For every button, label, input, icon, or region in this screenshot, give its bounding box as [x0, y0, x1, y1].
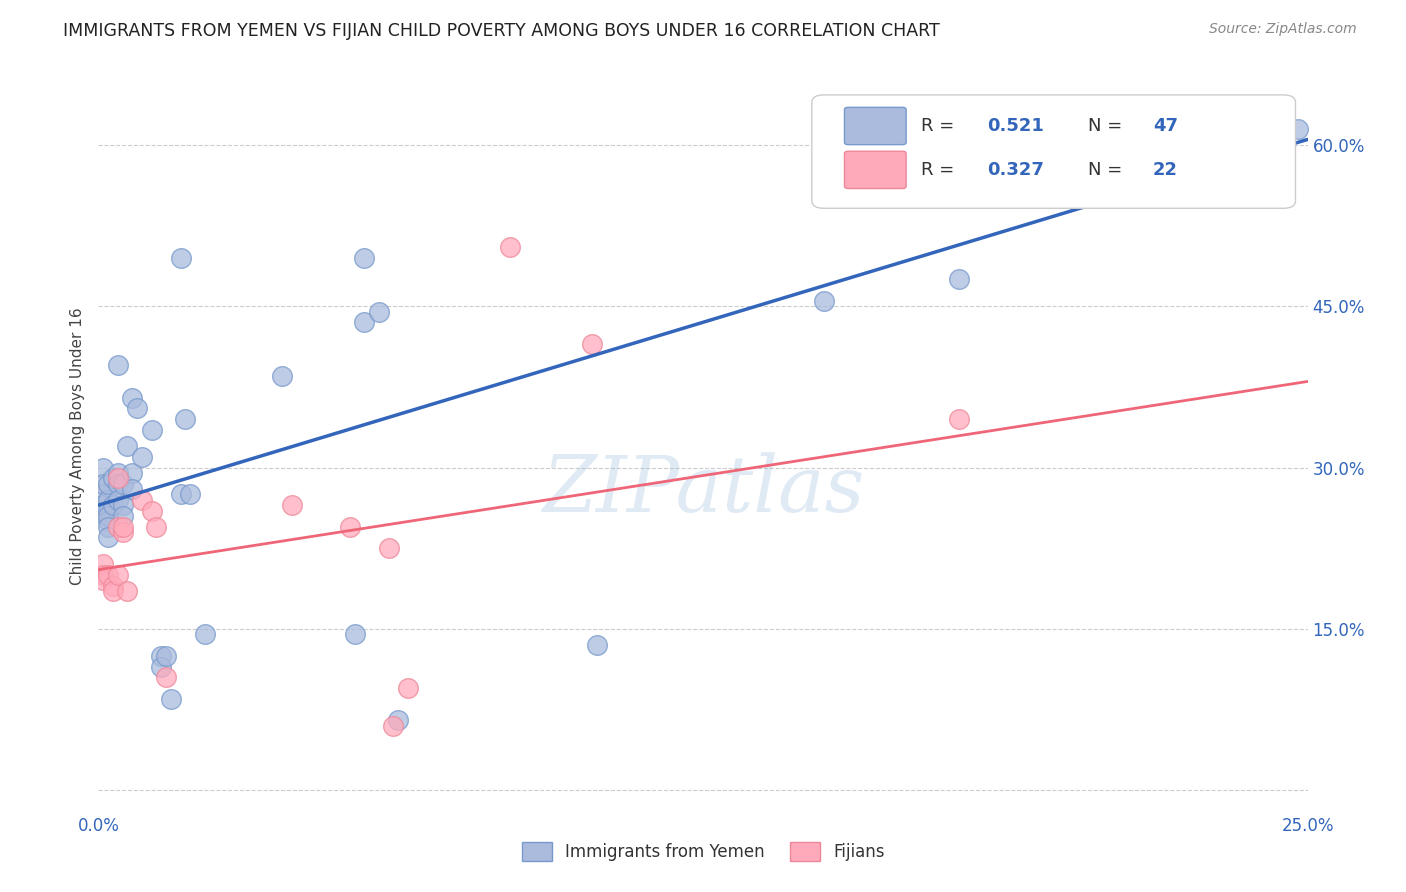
Point — [339, 519, 361, 533]
Point — [97, 530, 120, 544]
Point — [121, 466, 143, 480]
Point — [97, 519, 120, 533]
Point — [91, 498, 114, 512]
Point — [117, 439, 139, 453]
Point — [396, 681, 419, 695]
Y-axis label: Child Poverty Among Boys Under 16: Child Poverty Among Boys Under 16 — [70, 307, 86, 585]
Point — [97, 476, 120, 491]
Text: R =: R = — [921, 117, 960, 135]
Point — [107, 492, 129, 507]
Text: 47: 47 — [1153, 117, 1178, 135]
Point — [127, 401, 149, 416]
Point — [97, 503, 120, 517]
Point — [948, 272, 970, 286]
Text: 0.521: 0.521 — [987, 117, 1045, 135]
Legend: Immigrants from Yemen, Fijians: Immigrants from Yemen, Fijians — [513, 833, 893, 869]
Point — [91, 574, 114, 588]
Point — [107, 471, 129, 485]
Point — [111, 498, 134, 512]
Point — [101, 579, 124, 593]
Point — [160, 691, 183, 706]
Point — [155, 670, 177, 684]
Point — [141, 423, 163, 437]
Point — [97, 492, 120, 507]
Point — [498, 240, 520, 254]
Point — [353, 315, 375, 329]
Point — [169, 251, 191, 265]
Point — [91, 558, 114, 572]
Point — [101, 584, 124, 599]
FancyBboxPatch shape — [845, 107, 905, 145]
Point — [91, 460, 114, 475]
Point — [117, 584, 139, 599]
Text: IMMIGRANTS FROM YEMEN VS FIJIAN CHILD POVERTY AMONG BOYS UNDER 16 CORRELATION CH: IMMIGRANTS FROM YEMEN VS FIJIAN CHILD PO… — [63, 22, 941, 40]
Point — [107, 359, 129, 373]
Point — [131, 450, 153, 464]
Point — [107, 476, 129, 491]
Point — [281, 498, 304, 512]
Point — [91, 487, 114, 501]
Point — [343, 627, 366, 641]
FancyBboxPatch shape — [845, 152, 905, 188]
Point — [368, 304, 391, 318]
Point — [813, 293, 835, 308]
Point — [101, 471, 124, 485]
Point — [91, 476, 114, 491]
Point — [169, 487, 191, 501]
Point — [1064, 153, 1087, 168]
Point — [97, 514, 120, 528]
Point — [179, 487, 201, 501]
Point — [121, 482, 143, 496]
Point — [141, 503, 163, 517]
Point — [155, 648, 177, 663]
Text: 22: 22 — [1153, 161, 1178, 178]
Point — [382, 719, 405, 733]
Point — [150, 659, 173, 673]
Point — [353, 251, 375, 265]
Point — [111, 524, 134, 539]
Text: N =: N = — [1087, 161, 1128, 178]
Text: 0.327: 0.327 — [987, 161, 1045, 178]
Point — [101, 498, 124, 512]
Point — [387, 714, 409, 728]
Point — [271, 369, 294, 384]
Point — [107, 568, 129, 582]
Point — [150, 648, 173, 663]
Point — [145, 519, 167, 533]
Point — [948, 412, 970, 426]
Point — [585, 638, 607, 652]
Point — [91, 568, 114, 582]
Text: Source: ZipAtlas.com: Source: ZipAtlas.com — [1209, 22, 1357, 37]
Point — [111, 519, 134, 533]
Text: ZIPatlas: ZIPatlas — [541, 451, 865, 528]
Point — [107, 519, 129, 533]
Point — [174, 412, 197, 426]
Point — [377, 541, 399, 556]
Text: R =: R = — [921, 161, 960, 178]
Point — [97, 508, 120, 523]
Point — [107, 466, 129, 480]
Point — [194, 627, 217, 641]
Point — [111, 476, 134, 491]
Point — [1286, 121, 1309, 136]
Point — [97, 568, 120, 582]
Point — [581, 336, 603, 351]
Text: N =: N = — [1087, 117, 1128, 135]
Point — [131, 492, 153, 507]
Point — [121, 391, 143, 405]
FancyBboxPatch shape — [811, 95, 1295, 209]
Point — [111, 508, 134, 523]
